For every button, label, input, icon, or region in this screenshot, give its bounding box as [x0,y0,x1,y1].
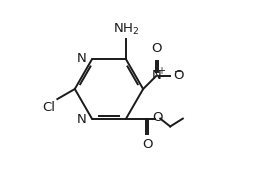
Text: N: N [77,113,87,126]
Text: +: + [157,66,165,76]
Text: Cl: Cl [43,101,56,114]
Text: O: O [151,43,161,56]
Text: −: − [174,67,183,77]
Text: O: O [142,138,152,151]
Text: N: N [152,69,162,82]
Text: O: O [152,111,163,124]
Text: O: O [174,69,184,82]
Text: NH$_2$: NH$_2$ [113,22,139,37]
Text: N: N [77,52,87,65]
